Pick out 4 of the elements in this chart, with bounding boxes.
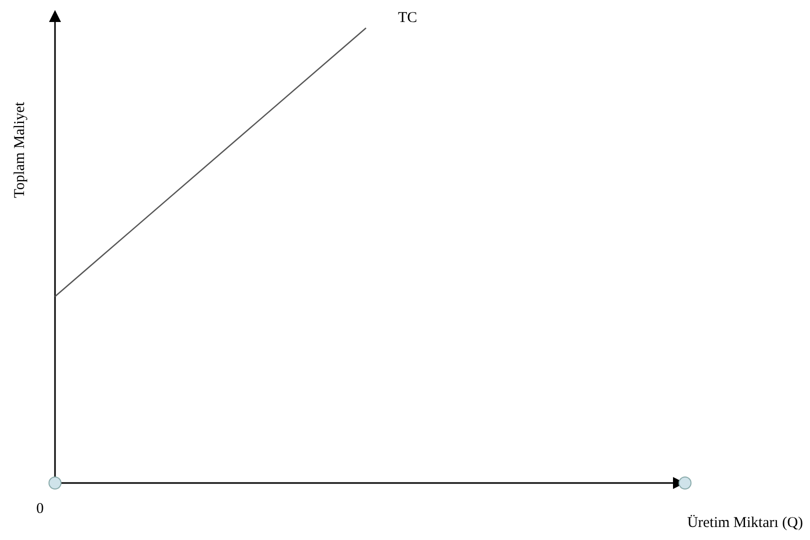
text: 0	[36, 501, 44, 517]
y-axis-title: Toplam Maliyet	[12, 101, 28, 198]
text: TC	[398, 10, 418, 26]
x-axis-title: Üretim Miktarı (Q)	[687, 514, 803, 531]
